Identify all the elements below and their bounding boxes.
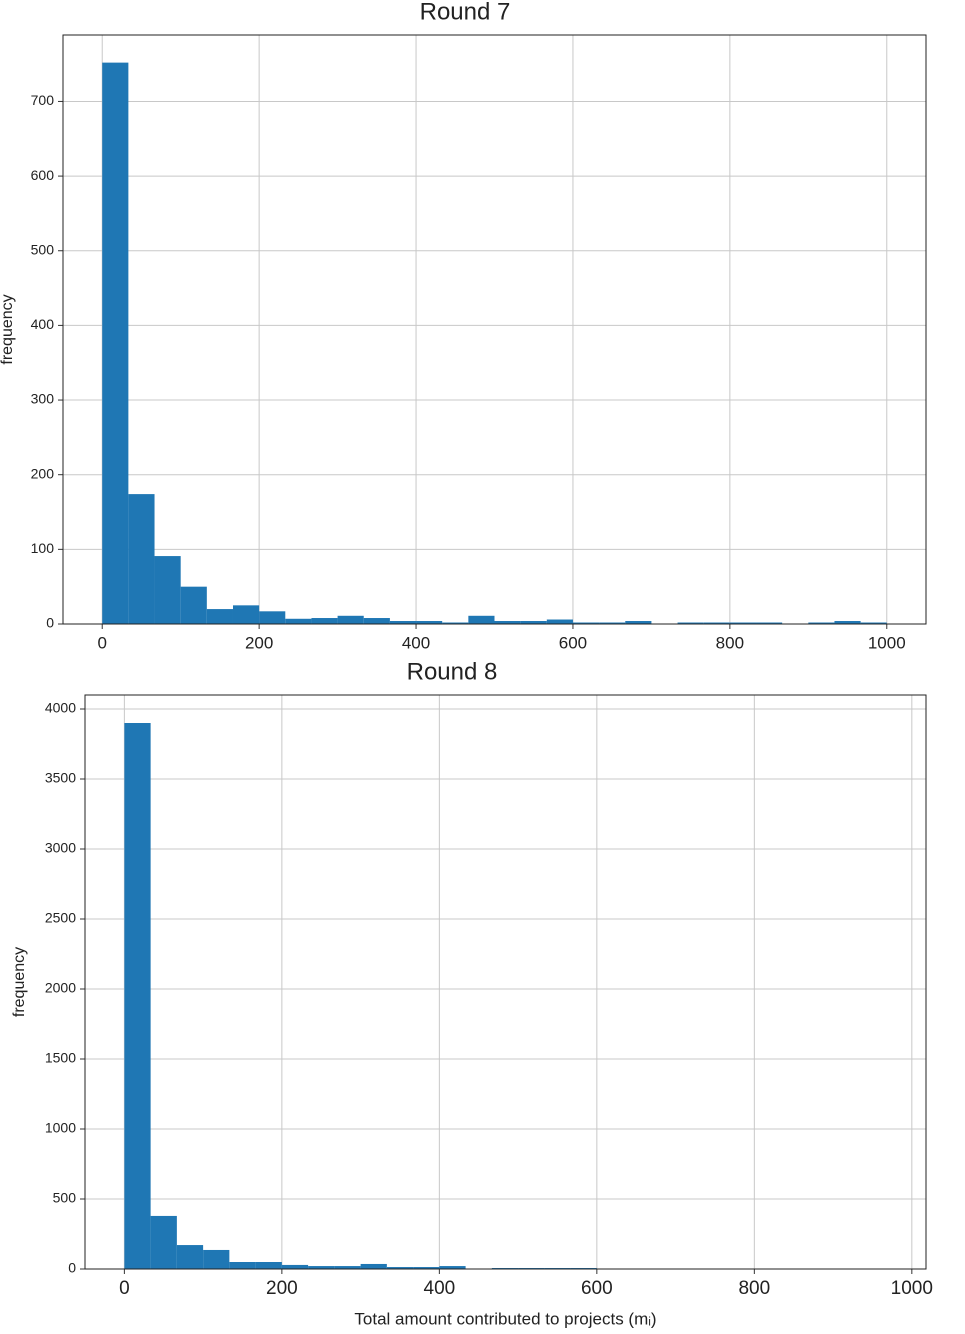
x-tick-label: 600 — [559, 633, 587, 652]
x-tick-label: 600 — [581, 1278, 613, 1299]
bar — [389, 621, 417, 624]
bar — [285, 618, 312, 624]
bar — [206, 609, 233, 624]
bar — [363, 618, 390, 624]
bar — [494, 621, 521, 624]
bar — [124, 723, 151, 1269]
bar — [229, 1262, 256, 1269]
bar — [259, 611, 286, 624]
bar — [808, 622, 835, 624]
y-tick-label: 100 — [31, 540, 55, 556]
bar — [386, 1267, 414, 1269]
x-tick-label: 400 — [402, 633, 430, 652]
x-tick-label: 400 — [424, 1278, 456, 1299]
bar — [334, 1266, 361, 1269]
chart-title: Round 8 — [407, 658, 498, 685]
y-tick-label: 400 — [31, 316, 55, 332]
bar — [599, 622, 626, 624]
bar — [442, 622, 469, 624]
x-tick-label: 1000 — [868, 633, 906, 652]
y-tick-label: 2000 — [45, 980, 76, 996]
y-axis-label: frequency — [0, 294, 16, 364]
y-tick-label: 4000 — [45, 700, 76, 716]
bar — [468, 615, 495, 624]
bar — [255, 1262, 282, 1269]
bar — [860, 622, 887, 624]
bar — [834, 621, 861, 624]
x-tick-label: 0 — [97, 633, 106, 652]
bar — [572, 622, 600, 624]
y-tick-label: 500 — [53, 1190, 77, 1206]
y-tick-label: 1000 — [45, 1120, 76, 1136]
y-tick-label: 500 — [31, 241, 55, 257]
bar — [154, 556, 181, 624]
y-tick-label: 1500 — [45, 1050, 76, 1066]
plot-frame — [62, 34, 927, 625]
x-axis-label: Total amount contributed to projects (mᵢ… — [354, 1309, 656, 1328]
y-tick-label: 600 — [31, 167, 55, 183]
y-tick-label: 300 — [31, 391, 55, 407]
bar — [703, 622, 730, 624]
bar — [520, 621, 547, 624]
x-tick-label: 0 — [119, 1278, 130, 1299]
bar — [150, 1215, 177, 1269]
bar — [203, 1249, 230, 1269]
bar — [176, 1245, 204, 1269]
x-tick-label: 200 — [266, 1278, 298, 1299]
bar — [128, 494, 155, 624]
y-tick-label: 0 — [46, 615, 54, 631]
bar — [756, 622, 783, 624]
bar — [677, 622, 704, 624]
bar — [308, 1266, 335, 1269]
bar — [546, 619, 573, 624]
bar — [625, 621, 652, 624]
y-tick-label: 200 — [31, 465, 55, 481]
bar — [102, 62, 129, 625]
bar — [232, 605, 260, 624]
x-tick-label: 1000 — [891, 1278, 933, 1299]
bar — [311, 618, 338, 624]
y-tick-label: 3500 — [45, 770, 76, 786]
y-tick-label: 3000 — [45, 840, 76, 856]
bar — [180, 586, 207, 624]
bar — [416, 621, 443, 624]
x-tick-label: 800 — [716, 633, 744, 652]
x-tick-label: 200 — [245, 633, 273, 652]
plot-frame — [84, 694, 927, 1270]
bar — [439, 1266, 466, 1269]
x-tick-label: 800 — [738, 1278, 770, 1299]
bar — [337, 615, 364, 624]
y-axis-label: frequency — [11, 947, 28, 1017]
y-tick-label: 0 — [68, 1260, 76, 1276]
y-tick-label: 700 — [31, 92, 55, 108]
bar — [729, 622, 757, 624]
bar — [360, 1263, 387, 1269]
bar — [413, 1267, 440, 1269]
y-tick-label: 2500 — [45, 910, 76, 926]
bar — [281, 1264, 309, 1269]
chart-title: Round 7 — [420, 0, 511, 25]
